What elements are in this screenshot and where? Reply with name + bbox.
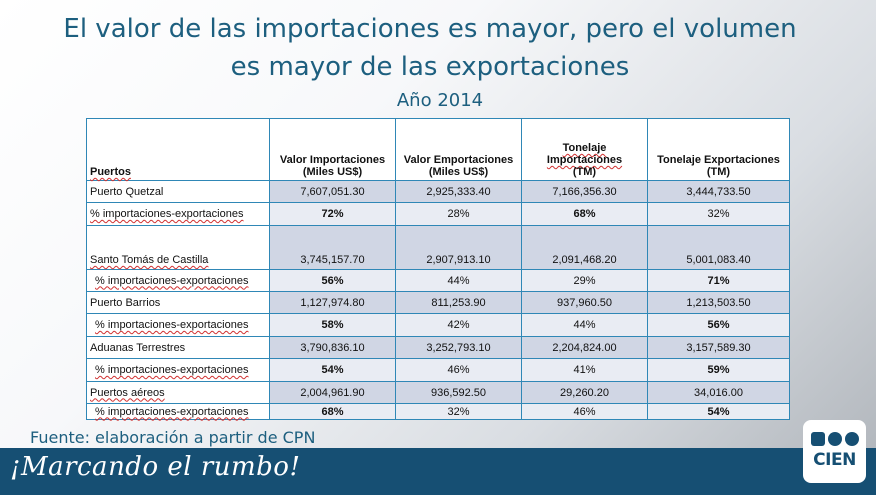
table-cell: 59%: [647, 358, 790, 382]
table-cell: 2,907,913.10: [395, 225, 522, 270]
table-cell: 28%: [395, 202, 522, 226]
table-cell: 2,925,333.40: [395, 180, 522, 203]
pct-label: % importaciones-exportaciones: [86, 313, 270, 337]
table-cell: 3,444,733.50: [647, 180, 790, 203]
table-cell: 2,091,468.20: [521, 225, 648, 270]
table-cell: 7,607,051.30: [269, 180, 396, 203]
pct-label: % importaciones-exportaciones: [86, 403, 270, 420]
port-name: Aduanas Terrestres: [86, 336, 270, 359]
table-cell: 2,004,961.90: [269, 381, 396, 404]
table-row: Santo Tomás de Castilla 3,745,157.70 2,9…: [86, 225, 790, 270]
port-name: Puertos aéreos: [86, 381, 270, 404]
table-row: % importaciones-exportaciones 54% 46% 41…: [86, 358, 790, 382]
slide-title: El valor de las importaciones es mayor, …: [20, 10, 840, 86]
ports-table: Puertos Valor Importaciones (Miles US$) …: [86, 118, 790, 420]
table-cell: 5,001,083.40: [647, 225, 790, 270]
table-row: Puertos aéreos 2,004,961.90 936,592.50 2…: [86, 381, 790, 404]
logo-dots-icon: [811, 432, 859, 446]
port-name: Puerto Barrios: [86, 291, 270, 314]
table-cell: 811,253.90: [395, 291, 522, 314]
table-row: Puerto Barrios 1,127,974.80 811,253.90 9…: [86, 291, 790, 314]
header-tonelaje-importaciones: Tonelaje Importaciones (TM): [521, 118, 648, 181]
table-cell: 32%: [395, 403, 522, 420]
table-cell: 54%: [269, 358, 396, 382]
slide-title-line1: El valor de las importaciones es mayor, …: [63, 14, 797, 44]
table-cell: 58%: [269, 313, 396, 337]
table-cell: 68%: [521, 202, 648, 226]
table-cell: 7,166,356.30: [521, 180, 648, 203]
table-cell: 29,260.20: [521, 381, 648, 404]
table-cell: 44%: [395, 269, 522, 292]
table-row: % importaciones-exportaciones 68% 32% 46…: [86, 403, 790, 420]
table-cell: 41%: [521, 358, 648, 382]
table-cell: 46%: [395, 358, 522, 382]
table-cell: 54%: [647, 403, 790, 420]
pct-label: % importaciones-exportaciones: [86, 358, 270, 382]
table-cell: 71%: [647, 269, 790, 292]
table-cell: 56%: [647, 313, 790, 337]
header-puertos: Puertos: [86, 118, 270, 181]
pct-label: % importaciones-exportaciones: [86, 202, 270, 226]
table-cell: 32%: [647, 202, 790, 226]
table-cell: 34,016.00: [647, 381, 790, 404]
logo-text: CIEN: [813, 450, 856, 470]
table-cell: 3,790,836.10: [269, 336, 396, 359]
header-tonelaje-exportaciones: Tonelaje Exportaciones (TM): [647, 118, 790, 181]
table-cell: 44%: [521, 313, 648, 337]
header-valor-importaciones: Valor Importaciones (Miles US$): [269, 118, 396, 181]
table-row: Puerto Quetzal 7,607,051.30 2,925,333.40…: [86, 180, 790, 203]
port-name: Santo Tomás de Castilla: [86, 225, 270, 270]
table-row: % importaciones-exportaciones 56% 44% 29…: [86, 269, 790, 292]
table-cell: 29%: [521, 269, 648, 292]
source-note: Fuente: elaboración a partir de CPN: [30, 428, 316, 447]
table-cell: 3,157,589.30: [647, 336, 790, 359]
table-cell: 46%: [521, 403, 648, 420]
table-cell: 3,745,157.70: [269, 225, 396, 270]
table-row: % importaciones-exportaciones 72% 28% 68…: [86, 202, 790, 226]
table-cell: 2,204,824.00: [521, 336, 648, 359]
header-valor-exportaciones: Valor Emportaciones (Miles US$): [395, 118, 522, 181]
table-cell: 1,213,503.50: [647, 291, 790, 314]
table-header-row: Puertos Valor Importaciones (Miles US$) …: [86, 118, 790, 181]
slide-title-line2: es mayor de las exportaciones: [230, 52, 630, 82]
table-cell: 1,127,974.80: [269, 291, 396, 314]
footer-bar: [0, 448, 876, 495]
table-cell: 56%: [269, 269, 396, 292]
table-cell: 42%: [395, 313, 522, 337]
slogan: ¡Marcando el rumbo!: [10, 452, 301, 482]
table-cell: 3,252,793.10: [395, 336, 522, 359]
slide-subtitle: Año 2014: [396, 90, 484, 111]
table-row: % importaciones-exportaciones 58% 42% 44…: [86, 313, 790, 337]
cien-logo: CIEN: [803, 420, 866, 483]
port-name: Puerto Quetzal: [86, 180, 270, 203]
table-cell: 72%: [269, 202, 396, 226]
table-cell: 936,592.50: [395, 381, 522, 404]
table-cell: 937,960.50: [521, 291, 648, 314]
table-cell: 68%: [269, 403, 396, 420]
table-row: Aduanas Terrestres 3,790,836.10 3,252,79…: [86, 336, 790, 359]
pct-label: % importaciones-exportaciones: [86, 269, 270, 292]
